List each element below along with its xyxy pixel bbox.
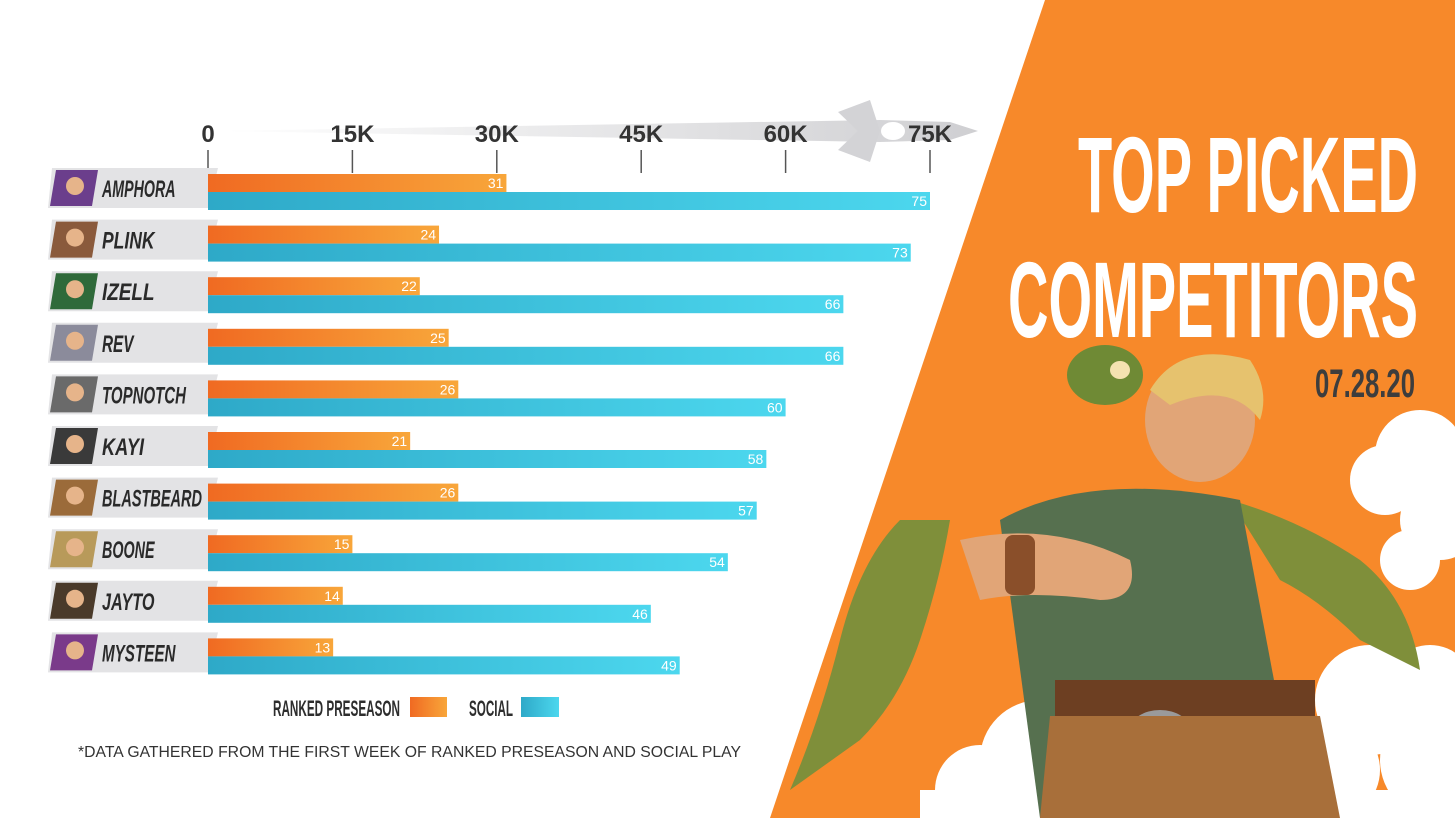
social-bar (208, 604, 651, 623)
ranked-bar (208, 277, 420, 296)
competitor-name: AMPHORA (101, 176, 175, 203)
social-value-label: 66 (825, 348, 841, 364)
competitor-name: KAYI (102, 434, 145, 461)
competitor-name: JAYTO (102, 589, 155, 616)
chart-row: IZELL 22 66 (48, 271, 844, 314)
chart-rows: AMPHORA 31 75 PLINK 24 73 IZELL 22 66 REV 25 66 TOPN… (48, 168, 930, 675)
legend-ranked-swatch (410, 697, 447, 717)
social-value-label: 66 (825, 296, 841, 312)
legend-social-label: SOCIAL (469, 696, 513, 721)
competitor-name: BLASTBEARD (102, 486, 202, 513)
x-axis: 0 15K 30K 45K 60K 75K (201, 100, 978, 173)
ranked-value-label: 22 (401, 278, 417, 294)
rocket-fin (838, 100, 880, 162)
ranked-value-label: 14 (324, 588, 340, 604)
portrait-face-icon (66, 486, 84, 505)
footnote: *DATA GATHERED FROM THE FIRST WEEK OF RA… (78, 744, 741, 761)
ranked-bar (208, 380, 459, 399)
social-bar (208, 346, 844, 365)
social-bar (208, 398, 786, 417)
chart-row: TOPNOTCH 26 60 (48, 374, 786, 417)
ranked-bar (208, 586, 343, 605)
title-line-1: TOP PICKED (1078, 114, 1418, 235)
ranked-bar (208, 432, 411, 450)
title-line-2: COMPETITORS (1008, 239, 1418, 360)
date-label: 07.28.20 (1315, 362, 1415, 406)
portrait-face-icon (66, 331, 84, 350)
social-bar (208, 192, 930, 210)
portrait-face-icon (66, 435, 84, 453)
competitor-name: PLINK (102, 228, 156, 255)
chart-row: BLASTBEARD 26 57 (48, 477, 757, 520)
rocket-axis-line (215, 120, 978, 142)
ranked-value-label: 25 (430, 330, 446, 346)
competitor-name: MYSTEEN (102, 640, 176, 667)
chart-row: PLINK 24 73 (48, 219, 911, 262)
social-bar (208, 243, 911, 262)
x-tick-label: 75K (908, 121, 953, 148)
portrait-face-icon (66, 228, 84, 247)
chart-row: KAYI 21 58 (48, 426, 767, 468)
ranked-value-label: 24 (420, 227, 436, 243)
chart-row: MYSTEEN 13 49 (48, 632, 680, 675)
social-value-label: 46 (632, 606, 648, 622)
x-tick-label: 60K (764, 121, 809, 148)
social-value-label: 49 (661, 657, 677, 673)
ranked-bar (208, 535, 353, 554)
social-bar (208, 553, 728, 572)
competitor-name: TOPNOTCH (102, 382, 186, 409)
ranked-bar (208, 174, 507, 192)
legend-ranked-label: RANKED PRESEASON (273, 696, 400, 721)
portrait-face-icon (66, 280, 84, 299)
ranked-bar (208, 638, 334, 657)
portrait-face-icon (66, 538, 84, 557)
social-value-label: 58 (748, 451, 764, 467)
competitor-name: IZELL (102, 279, 155, 306)
competitor-name: BOONE (102, 537, 155, 564)
right-panel: TOP PICKED COMPETITORS 07.28.20 (770, 0, 1455, 818)
ranked-value-label: 13 (315, 639, 331, 655)
competitor-name: REV (102, 331, 135, 358)
ranked-value-label: 26 (440, 485, 456, 501)
chart-row: REV 25 66 (48, 322, 844, 365)
social-value-label: 75 (911, 193, 927, 209)
social-bar (208, 656, 680, 675)
orange-background (770, 0, 1455, 818)
x-tick-label: 0 (201, 121, 214, 148)
social-bar (208, 501, 757, 520)
x-tick-label: 45K (619, 121, 664, 148)
legend-social-swatch (521, 697, 559, 717)
ranked-bar (208, 483, 459, 502)
social-value-label: 60 (767, 399, 783, 415)
chart-row: BOONE 15 54 (48, 529, 728, 572)
ranked-bar (208, 225, 440, 244)
social-bar (208, 450, 767, 468)
portrait-face-icon (66, 383, 84, 402)
ranked-bar (208, 328, 449, 347)
portrait-face-icon (66, 641, 84, 660)
social-value-label: 54 (709, 554, 725, 570)
legend: RANKED PRESEASON SOCIAL (273, 696, 559, 721)
chart-row: JAYTO 14 46 (48, 580, 651, 623)
social-bar (208, 295, 844, 314)
ranked-value-label: 31 (488, 175, 504, 191)
ranked-value-label: 21 (392, 433, 408, 449)
ranked-value-label: 26 (440, 381, 456, 397)
x-tick-label: 30K (475, 121, 520, 148)
portrait-face-icon (66, 177, 84, 195)
portrait-face-icon (66, 589, 84, 608)
social-value-label: 57 (738, 503, 754, 519)
hero-character-illustration (790, 345, 1420, 818)
social-value-label: 73 (892, 245, 908, 261)
chart-row: AMPHORA 31 75 (48, 168, 930, 210)
x-tick-label: 15K (330, 121, 375, 148)
ranked-value-label: 15 (334, 536, 350, 552)
rocket-window (881, 122, 905, 140)
